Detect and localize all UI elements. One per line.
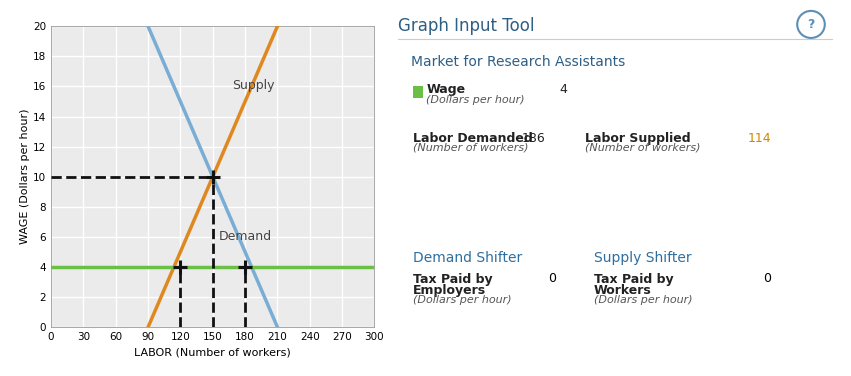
Text: (Number of workers): (Number of workers): [413, 143, 528, 153]
Text: (Dollars per hour): (Dollars per hour): [413, 295, 511, 305]
Text: 4: 4: [559, 83, 567, 96]
Text: Demand: Demand: [220, 230, 272, 243]
Text: Graph Input Tool: Graph Input Tool: [398, 17, 534, 35]
Text: 114: 114: [748, 132, 771, 146]
Text: Supply Shifter: Supply Shifter: [594, 251, 692, 265]
Text: Tax Paid by: Tax Paid by: [413, 273, 493, 286]
Text: Labor Demanded: Labor Demanded: [413, 132, 533, 145]
Text: Wage: Wage: [426, 83, 465, 96]
Text: (Dollars per hour): (Dollars per hour): [426, 95, 525, 105]
Text: Employers: Employers: [413, 284, 486, 297]
Text: Market for Research Assistants: Market for Research Assistants: [411, 55, 625, 68]
Text: Demand Shifter: Demand Shifter: [413, 251, 522, 265]
Y-axis label: WAGE (Dollars per hour): WAGE (Dollars per hour): [20, 109, 30, 244]
Text: 0: 0: [763, 272, 771, 285]
Text: 0: 0: [549, 272, 557, 285]
Text: 186: 186: [522, 132, 545, 146]
Text: ?: ?: [808, 18, 814, 31]
Text: Workers: Workers: [594, 284, 652, 297]
Text: Supply: Supply: [232, 79, 275, 92]
Text: Labor Supplied: Labor Supplied: [585, 132, 691, 145]
Text: (Dollars per hour): (Dollars per hour): [594, 295, 693, 305]
X-axis label: LABOR (Number of workers): LABOR (Number of workers): [134, 347, 291, 358]
Text: Tax Paid by: Tax Paid by: [594, 273, 674, 286]
Text: (Number of workers): (Number of workers): [585, 143, 701, 153]
